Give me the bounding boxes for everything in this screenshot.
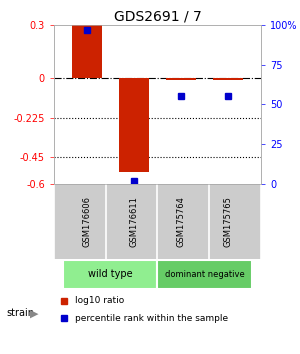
Text: GSM176611: GSM176611 [130, 196, 139, 247]
Bar [158, 260, 252, 289]
Bar [72, 25, 102, 78]
Text: strain: strain [6, 308, 34, 318]
Bar [213, 78, 243, 80]
Text: GSM176606: GSM176606 [82, 196, 91, 247]
Title: GDS2691 / 7: GDS2691 / 7 [114, 10, 201, 24]
Text: percentile rank within the sample: percentile rank within the sample [75, 314, 228, 322]
Bar [166, 78, 196, 80]
Text: GSM175764: GSM175764 [176, 196, 185, 247]
Text: dominant negative: dominant negative [165, 269, 244, 279]
Bar [119, 78, 149, 172]
Text: GSM175765: GSM175765 [224, 196, 232, 247]
Text: log10 ratio: log10 ratio [75, 296, 124, 305]
Bar [63, 260, 158, 289]
Text: ▶: ▶ [30, 308, 38, 318]
Text: wild type: wild type [88, 269, 133, 279]
